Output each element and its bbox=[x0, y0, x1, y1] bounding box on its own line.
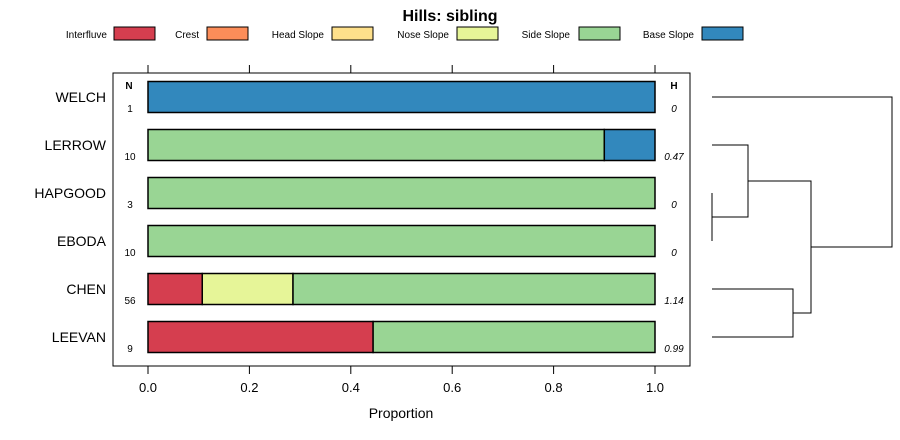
legend-label: Interfluve bbox=[66, 30, 108, 41]
dendrogram-branch bbox=[712, 96, 893, 248]
h-value: 1.14 bbox=[664, 296, 684, 307]
legend-label: Head Slope bbox=[272, 30, 325, 41]
x-tick-label: 0.8 bbox=[545, 380, 563, 395]
h-value: 0.99 bbox=[664, 344, 684, 355]
dendrogram-branch bbox=[712, 288, 794, 338]
h-value: 0.47 bbox=[664, 152, 684, 163]
category-label: EBODA bbox=[57, 233, 107, 249]
dendrogram bbox=[711, 96, 893, 338]
bar-segment bbox=[201, 272, 294, 306]
legend-swatch bbox=[578, 26, 621, 41]
n-value: 1 bbox=[127, 104, 133, 115]
legend-swatch bbox=[206, 26, 249, 41]
n-value: 9 bbox=[127, 344, 133, 355]
plot-frame bbox=[112, 72, 691, 367]
bar-segment bbox=[147, 224, 656, 258]
legend-swatch bbox=[701, 26, 744, 41]
legend-label: Side Slope bbox=[522, 30, 571, 41]
top-axis-ticks bbox=[147, 65, 656, 73]
h-value: 0 bbox=[671, 200, 677, 211]
x-axis: 0.0 0.2 0.4 0.6 0.8 1.0 bbox=[139, 366, 664, 395]
chart-title: Hills: sibling bbox=[402, 8, 497, 25]
legend-label: Base Slope bbox=[643, 30, 695, 41]
bar-segment bbox=[372, 320, 656, 354]
bar-segment bbox=[147, 272, 203, 306]
category-label: HAPGOOD bbox=[34, 185, 106, 201]
legend: Interfluve Crest Head Slope Nose Slope Side … bbox=[66, 26, 744, 41]
n-value: 56 bbox=[124, 296, 136, 307]
legend-swatch bbox=[456, 26, 499, 41]
legend-label: Nose Slope bbox=[397, 30, 449, 41]
n-value: 10 bbox=[124, 152, 136, 163]
bar-segment bbox=[292, 272, 656, 306]
h-header: H bbox=[670, 81, 677, 92]
legend-label: Crest bbox=[175, 30, 199, 41]
x-tick-label: 0.4 bbox=[342, 380, 360, 395]
bar-segment bbox=[147, 80, 656, 114]
x-tick-label: 0.6 bbox=[443, 380, 461, 395]
bar-segment bbox=[147, 128, 606, 162]
h-value: 0 bbox=[671, 104, 677, 115]
bar-segment bbox=[603, 128, 656, 162]
category-label: LERROW bbox=[45, 137, 107, 153]
bar-segment bbox=[147, 320, 374, 354]
n-value: 3 bbox=[127, 200, 133, 211]
n-header: N bbox=[125, 81, 132, 92]
x-tick-label: 1.0 bbox=[646, 380, 664, 395]
category-label: CHEN bbox=[66, 281, 106, 297]
category-label: WELCH bbox=[55, 89, 106, 105]
legend-swatch bbox=[331, 26, 374, 41]
category-label: LEEVAN bbox=[52, 329, 106, 345]
x-tick-label: 0.2 bbox=[240, 380, 258, 395]
bar-segment bbox=[147, 176, 656, 210]
dendrogram-branch bbox=[748, 180, 812, 314]
h-value: 0 bbox=[671, 248, 677, 259]
x-tick-label: 0.0 bbox=[139, 380, 157, 395]
n-value: 10 bbox=[124, 248, 136, 259]
dendrogram-branch bbox=[712, 144, 749, 218]
x-axis-label: Proportion bbox=[369, 405, 434, 421]
legend-swatch bbox=[113, 26, 156, 41]
